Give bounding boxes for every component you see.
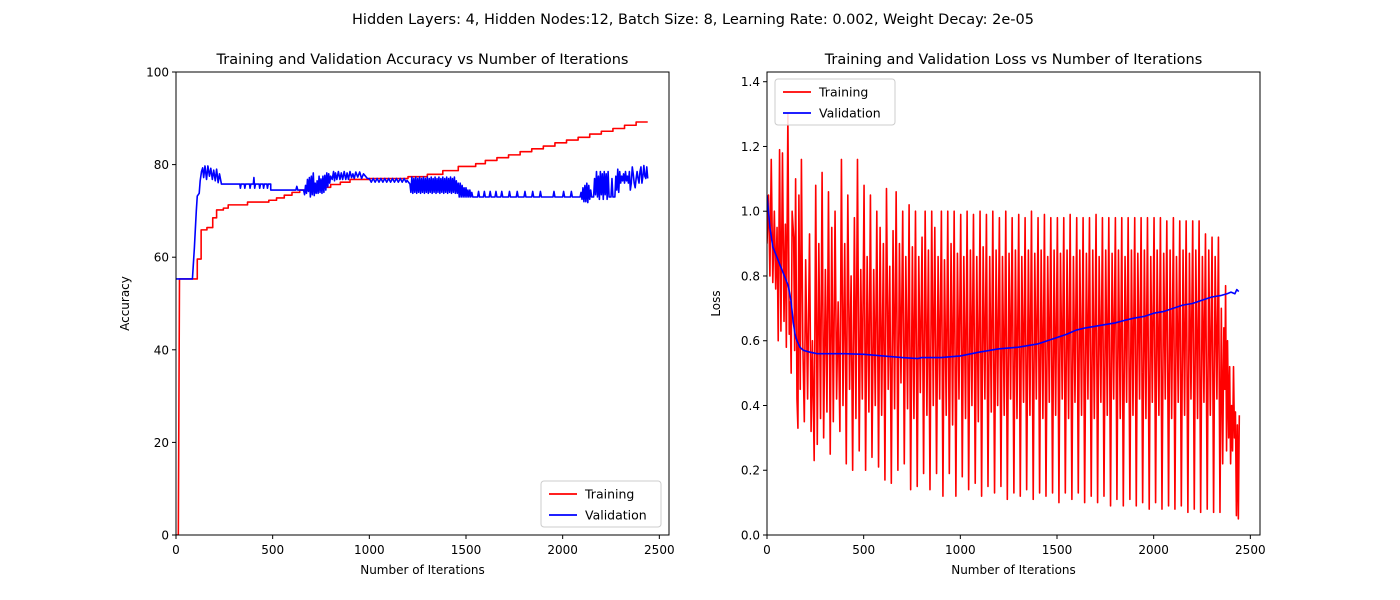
loss-y-tick-label: 1.4 <box>741 75 760 89</box>
loss-y-tick-label: 1.2 <box>741 140 760 154</box>
loss-x-axis-label: Number of Iterations <box>951 563 1076 577</box>
loss-y-tick-label: 0.6 <box>741 334 760 348</box>
loss-chart-title: Training and Validation Loss vs Number o… <box>824 52 1203 68</box>
accuracy-legend: Training Validation <box>540 480 662 528</box>
accuracy-x-tick-label: 2500 <box>644 543 675 557</box>
loss-legend-label-validation: Validation <box>819 106 881 121</box>
loss-x-tick-label: 1500 <box>1042 543 1073 557</box>
loss-y-axis-label: Loss <box>709 290 723 316</box>
accuracy-y-axis-label: Accuracy <box>118 276 132 331</box>
loss-y-tick-label: 0.2 <box>741 464 760 478</box>
accuracy-y-tick-label: 40 <box>154 343 169 357</box>
loss-x-tick-label: 500 <box>852 543 875 557</box>
loss-y-tick-label: 0.0 <box>741 529 760 543</box>
loss-legend-label-training: Training <box>818 85 868 100</box>
accuracy-chart-title: Training and Validation Accuracy vs Numb… <box>216 52 629 68</box>
accuracy-y-tick-label: 100 <box>146 66 169 80</box>
accuracy-x-tick-label: 500 <box>261 543 284 557</box>
accuracy-x-tick-label: 1500 <box>451 543 482 557</box>
accuracy-series-validation-line <box>176 164 649 280</box>
loss-series-training-line <box>767 113 1241 520</box>
loss-x-tick-label: 2500 <box>1235 543 1266 557</box>
accuracy-chart: 0 500 1000 1500 2000 2500 0 20 40 60 80 100 Training… <box>118 52 675 577</box>
accuracy-y-tick-label: 0 <box>161 529 169 543</box>
figure-suptitle: Hidden Layers: 4, Hidden Nodes:12, Batch… <box>352 12 1034 28</box>
accuracy-y-tick-label: 20 <box>154 436 169 450</box>
accuracy-legend-label-validation: Validation <box>585 508 647 523</box>
accuracy-x-axis-label: Number of Iterations <box>360 563 485 577</box>
loss-x-tick-label: 2000 <box>1138 543 1169 557</box>
loss-y-tick-label: 0.8 <box>741 269 760 283</box>
loss-y-tick-label: 1.0 <box>741 205 760 219</box>
loss-chart: 0 500 1000 1500 2000 2500 0.0 0.2 0.4 0.6 0.8 1.0 1.… <box>709 52 1266 577</box>
loss-plot-frame <box>766 71 1261 536</box>
loss-x-tick-label: 1000 <box>945 543 976 557</box>
accuracy-x-tick-label: 2000 <box>547 543 578 557</box>
accuracy-x-tick-label: 0 <box>172 543 180 557</box>
accuracy-plot-frame <box>175 71 670 536</box>
loss-legend: Training Validation <box>774 78 896 126</box>
loss-y-tick-label: 0.4 <box>741 399 760 413</box>
accuracy-legend-label-training: Training <box>584 487 634 502</box>
loss-series-validation-line <box>767 194 1240 360</box>
loss-x-tick-label: 0 <box>763 543 771 557</box>
accuracy-y-tick-label: 60 <box>154 251 169 265</box>
accuracy-y-tick-label: 80 <box>154 158 169 172</box>
accuracy-x-tick-label: 1000 <box>354 543 385 557</box>
